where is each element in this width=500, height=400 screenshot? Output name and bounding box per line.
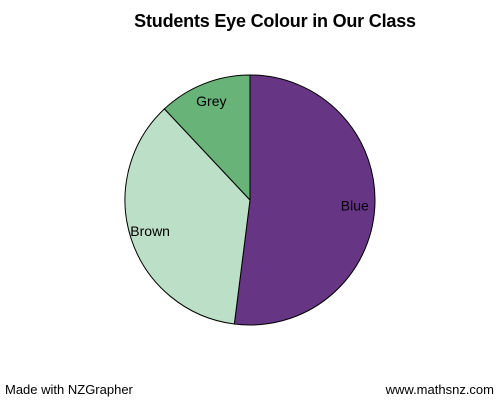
pie-labels: Blue Brown Grey	[130, 93, 369, 239]
pie-slice-grey	[163, 74, 251, 202]
pie-slice-blue	[233, 74, 376, 326]
chart-title: Students Eye Colour in Our Class	[134, 11, 416, 31]
slice-label-grey: Grey	[196, 93, 226, 109]
footer-website: www.mathsnz.com	[385, 382, 494, 397]
slice-label-blue: Blue	[341, 197, 369, 213]
footer-credit: Made with NZGrapher	[5, 382, 133, 397]
pie-slice-brown	[124, 108, 251, 325]
slice-label-brown: Brown	[130, 223, 170, 239]
pie-slices	[124, 74, 376, 326]
